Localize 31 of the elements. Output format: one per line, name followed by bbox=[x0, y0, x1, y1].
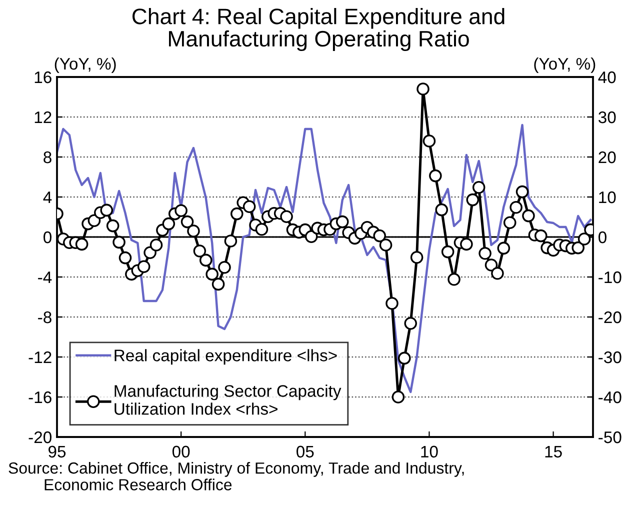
y-tick-label: -8 bbox=[38, 311, 52, 324]
source-note: Source: Cabinet Office, Ministry of Economy, Trade and Industry, Economic Research Office bbox=[8, 462, 464, 490]
y-axis-title: (YoY, %) bbox=[54, 57, 116, 73]
y-tick-label: -16 bbox=[28, 391, 52, 404]
x-tick-label: 15 bbox=[545, 446, 562, 458]
y-tick-label: -12 bbox=[28, 351, 52, 364]
y-tick-label: 16 bbox=[34, 71, 52, 84]
x-tick-label: 10 bbox=[421, 446, 438, 458]
y2-tick-label: 20 bbox=[598, 151, 616, 164]
y-tick-label: 4 bbox=[43, 192, 52, 204]
y2-tick-label: -40 bbox=[598, 391, 622, 404]
y2-tick-label: 10 bbox=[599, 191, 616, 204]
y-tick-label: 12 bbox=[34, 111, 52, 124]
y2-tick-label: 30 bbox=[598, 111, 616, 124]
y2-tick-label: -50 bbox=[598, 431, 622, 444]
x-tick-label: 00 bbox=[172, 446, 190, 458]
y-tick-label: 0 bbox=[44, 231, 52, 244]
y-tick-label: 8 bbox=[44, 151, 52, 164]
x-tick-label: 05 bbox=[296, 446, 314, 458]
y2-axis-title: (YoY, %) bbox=[534, 57, 596, 73]
y-tick-label: -20 bbox=[28, 431, 52, 444]
y2-tick-label: 40 bbox=[598, 71, 616, 84]
y2-tick-label: -30 bbox=[598, 351, 622, 364]
chart-title: Chart 4: Real Capital Expenditure and Manufacturing Operating Ratio bbox=[132, 8, 504, 52]
x-tick-label: 95 bbox=[48, 446, 66, 458]
y-tick-label: -4 bbox=[38, 272, 52, 284]
legend-label: Real capital expenditure <lhs> bbox=[114, 349, 337, 365]
y2-tick-label: 0 bbox=[598, 231, 606, 244]
legend-label: Manufacturing Sector Capacity Utilization Index <rhs> bbox=[114, 384, 342, 415]
y2-tick-label: -20 bbox=[598, 311, 622, 324]
y2-tick-label: -10 bbox=[598, 271, 622, 284]
